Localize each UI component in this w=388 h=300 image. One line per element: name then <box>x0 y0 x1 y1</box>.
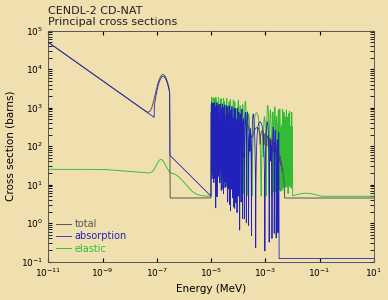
Text: CENDL-2 CD-NAT
Principal cross sections: CENDL-2 CD-NAT Principal cross sections <box>48 6 178 27</box>
elastic <box>372 194 376 198</box>
elastic <box>46 167 50 171</box>
absorption <box>62 52 67 56</box>
Legend: total, absorption, elastic: total, absorption, elastic <box>53 216 130 257</box>
absorption <box>253 155 258 159</box>
absorption <box>305 257 310 260</box>
absorption <box>372 257 376 260</box>
total <box>164 76 168 80</box>
absorption <box>288 257 292 260</box>
elastic <box>305 191 310 195</box>
total <box>305 196 310 200</box>
total <box>239 118 243 122</box>
absorption <box>239 152 243 155</box>
absorption <box>164 78 168 82</box>
absorption <box>46 40 50 44</box>
Line: total: total <box>48 42 374 198</box>
elastic <box>164 165 168 168</box>
elastic <box>210 95 214 99</box>
elastic <box>249 194 254 198</box>
total <box>372 196 376 200</box>
total <box>62 52 67 56</box>
elastic <box>288 111 292 115</box>
Line: absorption: absorption <box>48 42 374 259</box>
elastic <box>62 167 67 171</box>
elastic <box>253 113 258 117</box>
absorption <box>277 257 281 260</box>
total <box>288 196 292 200</box>
total <box>168 196 173 200</box>
total <box>46 40 50 44</box>
X-axis label: Energy (MeV): Energy (MeV) <box>176 284 246 294</box>
total <box>253 127 258 131</box>
Y-axis label: Cross section (barns): Cross section (barns) <box>5 91 16 201</box>
Line: elastic: elastic <box>48 97 374 196</box>
elastic <box>239 136 243 139</box>
